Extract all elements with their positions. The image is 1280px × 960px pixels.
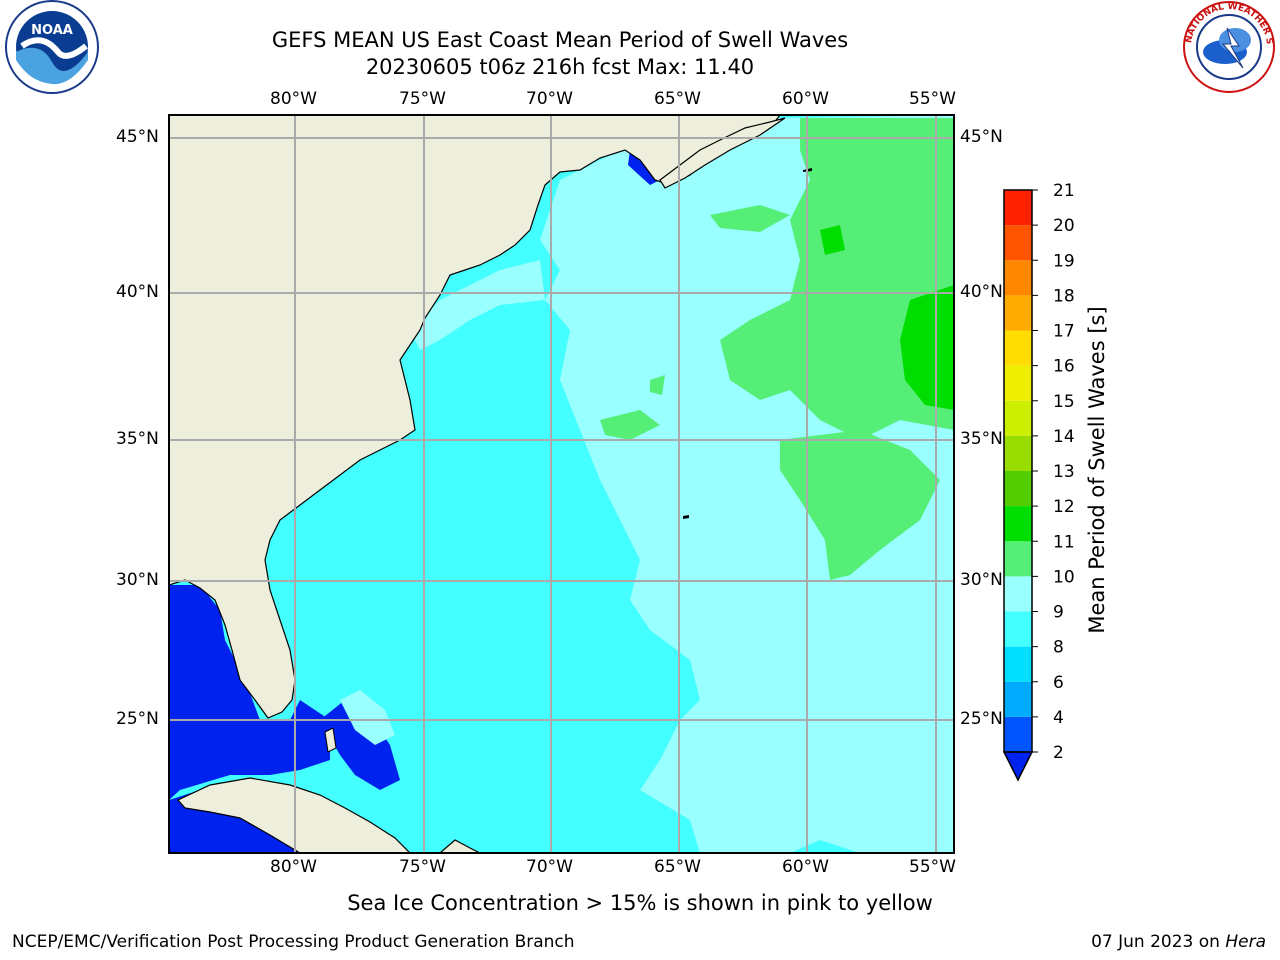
colorbar-segment xyxy=(1004,471,1032,507)
lat-label-right: 25°N xyxy=(960,709,1003,729)
map-subtitle: 20230605 t06z 216h fcst Max: 11.40 xyxy=(365,55,755,79)
colorbar-segment xyxy=(1004,260,1032,296)
colorbar-tick-label: 19 xyxy=(1053,251,1075,271)
colorbar-tick-label: 4 xyxy=(1053,708,1064,728)
colorbar-tick-label: 17 xyxy=(1053,322,1075,342)
lon-label-top: 55°W xyxy=(909,89,956,109)
footer-credit: NCEP/EMC/Verification Post Processing Pr… xyxy=(12,932,575,952)
sea-ice-note: Sea Ice Concentration > 15% is shown in … xyxy=(347,891,933,915)
map-plot-area xyxy=(169,115,954,853)
colorbar-segment xyxy=(1004,681,1032,717)
colorbar-tick-label: 15 xyxy=(1053,392,1075,412)
colorbar-tick-label: 8 xyxy=(1053,638,1064,658)
colorbar-segment xyxy=(1004,190,1032,226)
colorbar-tick-label: 6 xyxy=(1053,673,1064,693)
land-north-america xyxy=(169,115,781,719)
colorbar-tick-label: 16 xyxy=(1053,357,1075,377)
colorbar-tick-label: 18 xyxy=(1053,286,1075,306)
noaa-logo-text: NOAA xyxy=(31,23,73,38)
lon-label-top: 80°W xyxy=(270,89,317,109)
colorbar-extend-triangle xyxy=(1002,751,1034,782)
colorbar-tick-label: 10 xyxy=(1053,567,1075,587)
ocean-green-field-south xyxy=(780,430,940,580)
colorbar-tick-label: 11 xyxy=(1053,532,1075,552)
lon-label-bottom: 80°W xyxy=(270,857,317,877)
land-hispaniola xyxy=(439,839,481,853)
land-bermuda xyxy=(683,515,689,519)
lat-label-left: 25°N xyxy=(116,709,159,729)
land-bahamas-andros xyxy=(324,727,337,753)
ocean-bright-green-patch xyxy=(820,225,845,255)
colorbar-segment xyxy=(1004,576,1032,612)
lon-label-bottom: 70°W xyxy=(526,857,573,877)
ocean-bright-green-field xyxy=(900,285,954,410)
colorbar-tick-label: 13 xyxy=(1053,462,1075,482)
map-title: GEFS MEAN US East Coast Mean Period of S… xyxy=(271,28,849,52)
lat-label-right: 35°N xyxy=(960,429,1003,449)
lat-label-left: 35°N xyxy=(116,429,159,449)
noaa-logo-icon: NOAA xyxy=(5,0,99,94)
colorbar-segment xyxy=(1004,611,1032,647)
footer-host: Hera xyxy=(1225,932,1266,952)
lon-label-bottom: 75°W xyxy=(399,857,446,877)
colorbar-tick-label: 2 xyxy=(1053,743,1064,763)
colorbar-segment xyxy=(1004,295,1032,331)
ocean-green-patch-3 xyxy=(710,205,790,232)
colorbar-segment xyxy=(1004,646,1032,682)
colorbar-segment xyxy=(1004,435,1032,471)
colorbar-tick-label: 14 xyxy=(1053,427,1075,447)
nws-logo-icon: NATIONAL WEATHER SERVICE xyxy=(1177,0,1275,93)
lat-label-left: 30°N xyxy=(116,570,159,590)
lat-label-left: 40°N xyxy=(116,282,159,302)
footer-date-text: 07 Jun 2023 on xyxy=(1091,932,1226,952)
lon-label-top: 75°W xyxy=(399,89,446,109)
lon-label-top: 60°W xyxy=(782,89,829,109)
lon-label-bottom: 60°W xyxy=(782,857,829,877)
lon-label-top: 70°W xyxy=(526,89,573,109)
lon-label-bottom: 55°W xyxy=(909,857,956,877)
lat-label-right: 45°N xyxy=(960,127,1003,147)
lon-label-bottom: 65°W xyxy=(654,857,701,877)
colorbar-tick-label: 9 xyxy=(1053,603,1064,623)
ocean-light-cyan-coastal xyxy=(410,260,545,350)
ocean-deep-blue-bahamas xyxy=(320,700,400,790)
colorbar-segment xyxy=(1004,541,1032,577)
colorbar-tick-label: 12 xyxy=(1053,497,1075,517)
map-gridlines xyxy=(169,115,954,853)
colorbar-tick-label: 20 xyxy=(1053,216,1075,236)
colorbar-segment xyxy=(1004,506,1032,542)
lat-label-right: 40°N xyxy=(960,282,1003,302)
lat-label-right: 30°N xyxy=(960,570,1003,590)
colorbar-segment xyxy=(1004,716,1032,752)
colorbar-segment xyxy=(1004,400,1032,436)
colorbar-segment xyxy=(1004,330,1032,366)
lat-label-left: 45°N xyxy=(116,127,159,147)
colorbar-segment xyxy=(1004,365,1032,401)
ocean-green-patch-2 xyxy=(650,375,665,395)
colorbar-tick-label: 21 xyxy=(1053,181,1075,201)
colorbar-segment xyxy=(1004,225,1032,261)
lon-label-top: 65°W xyxy=(654,89,701,109)
ocean-cyan-bahamas-banks xyxy=(340,690,395,745)
map-frame xyxy=(168,114,955,854)
ocean-green-patch-1 xyxy=(600,410,660,440)
land-nova-scotia xyxy=(659,117,786,189)
ocean-green-field-north xyxy=(720,118,954,440)
footer-date: 07 Jun 2023 on Hera xyxy=(1091,932,1266,952)
